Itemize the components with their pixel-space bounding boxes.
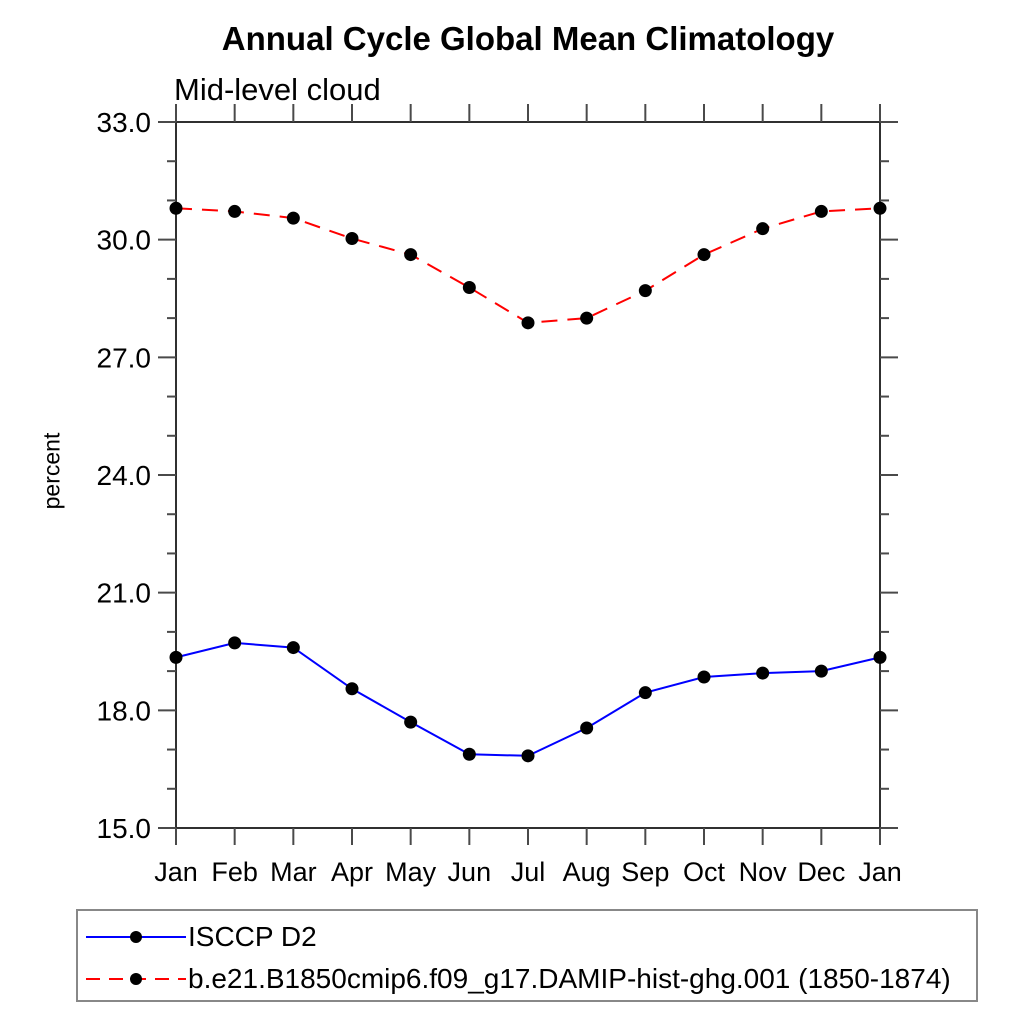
- data-point: [697, 248, 711, 262]
- data-point: [404, 248, 418, 262]
- data-point: [404, 715, 418, 729]
- y-tick-label: 30.0: [97, 225, 152, 256]
- x-tick-label: Jul: [511, 857, 546, 887]
- legend: ISCCP D2 b.e21.B1850cmip6.f09_g17.DAMIP-…: [76, 909, 978, 1002]
- data-point: [580, 311, 594, 325]
- x-tick-label: Feb: [211, 857, 258, 887]
- x-tick-label: Jun: [448, 857, 492, 887]
- data-point: [756, 666, 770, 680]
- legend-label-model: b.e21.B1850cmip6.f09_g17.DAMIP-hist-ghg.…: [188, 963, 951, 994]
- x-tick-label: Aug: [563, 857, 611, 887]
- data-point: [814, 204, 828, 218]
- data-point: [638, 284, 652, 298]
- data-point: [286, 211, 300, 225]
- legend-entry-isccp: ISCCP D2: [84, 923, 317, 951]
- x-tick-label: Dec: [797, 857, 845, 887]
- chart-subtitle: Mid-level cloud: [174, 72, 381, 107]
- y-tick-label: 33.0: [97, 107, 152, 138]
- data-point: [228, 204, 242, 218]
- y-tick-label: 21.0: [97, 578, 152, 609]
- x-tick-label: May: [385, 857, 437, 887]
- y-tick-label: 18.0: [97, 695, 152, 726]
- data-point: [814, 664, 828, 678]
- data-point: [873, 201, 887, 215]
- data-point: [169, 201, 183, 215]
- legend-entry-model: b.e21.B1850cmip6.f09_g17.DAMIP-hist-ghg.…: [84, 965, 951, 993]
- data-point: [462, 747, 476, 761]
- data-point: [345, 682, 359, 696]
- data-point: [228, 636, 242, 650]
- legend-line-solid-icon: [86, 931, 186, 943]
- legend-line-dashed-icon: [86, 973, 186, 985]
- x-tick-label: Jan: [858, 857, 902, 887]
- data-point: [756, 222, 770, 236]
- data-point: [521, 749, 535, 763]
- x-tick-label: Jan: [154, 857, 198, 887]
- data-point: [638, 686, 652, 700]
- data-point: [697, 670, 711, 684]
- y-tick-label: 24.0: [97, 460, 152, 491]
- legend-label-isccp: ISCCP D2: [188, 921, 317, 952]
- x-tick-label: Mar: [270, 857, 317, 887]
- series-line-1: [175, 207, 881, 324]
- data-point: [580, 721, 594, 735]
- x-tick-label: Nov: [739, 857, 788, 887]
- x-tick-label: Sep: [621, 857, 669, 887]
- data-point: [521, 316, 535, 330]
- plot-frame: [175, 121, 881, 829]
- data-point: [345, 231, 359, 245]
- x-tick-label: Apr: [331, 857, 373, 887]
- chart-title: Annual Cycle Global Mean Climatology: [221, 20, 835, 57]
- data-point: [873, 650, 887, 664]
- data-point: [286, 641, 300, 655]
- x-tick-label: Oct: [683, 857, 726, 887]
- data-point: [169, 650, 183, 664]
- legend-marker-dot-icon: [130, 973, 142, 985]
- data-point: [462, 281, 476, 295]
- series-line-0: [175, 641, 881, 757]
- y-tick-label: 27.0: [97, 342, 152, 373]
- y-tick-label: 15.0: [97, 813, 152, 844]
- legend-marker-dot-icon: [130, 931, 142, 943]
